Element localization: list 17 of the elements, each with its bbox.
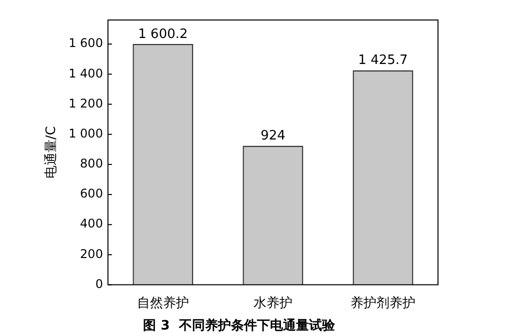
y-tick-label: 1 600	[68, 36, 103, 50]
x-tick-label: 养护剂养护	[350, 294, 416, 311]
y-tick-label: 400	[80, 216, 103, 231]
data-label: 924	[260, 128, 286, 144]
y-tick-label: 200	[80, 246, 103, 261]
y-tick-label: 1 200	[68, 96, 103, 110]
data-label: 1 425.7	[358, 53, 408, 68]
y-axis-title: 电通量/C	[44, 126, 60, 179]
y-tick-label: 1 000	[68, 126, 103, 140]
x-tick-label: 水养护	[253, 294, 292, 311]
y-tick-label: 800	[80, 156, 103, 171]
y-tick-label: 600	[80, 186, 103, 201]
text: 图 3 不同养护条件下电通量试验	[143, 318, 336, 334]
y-tick-label: 1 400	[68, 66, 103, 80]
y-tick-label: 0	[95, 276, 103, 291]
data-label: 1 600.2	[138, 26, 188, 42]
x-tick-label: 自然养护	[136, 294, 189, 311]
